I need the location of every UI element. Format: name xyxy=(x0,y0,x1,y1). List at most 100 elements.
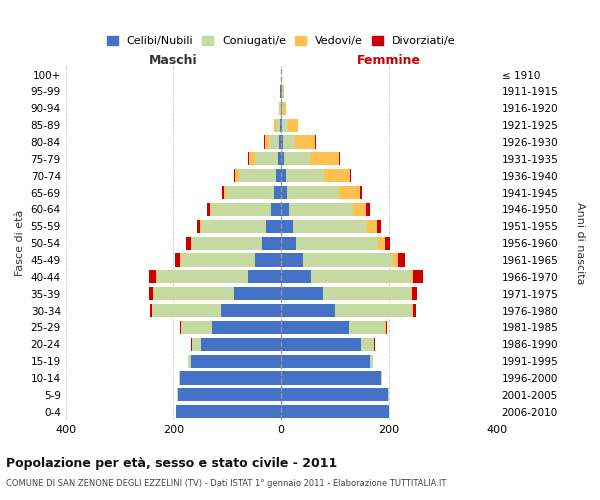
Bar xyxy=(281,338,361,351)
Bar xyxy=(192,236,262,250)
Bar xyxy=(385,236,390,250)
Bar xyxy=(278,152,281,166)
Bar xyxy=(187,236,191,250)
Bar xyxy=(176,405,281,418)
Bar xyxy=(388,388,389,402)
Bar xyxy=(283,85,284,98)
Bar xyxy=(281,321,349,334)
Bar xyxy=(353,203,367,216)
Bar xyxy=(393,254,398,266)
Bar xyxy=(224,186,226,199)
Bar xyxy=(280,118,281,132)
Bar xyxy=(280,102,281,115)
Bar xyxy=(361,338,374,351)
Text: COMUNE DI SAN ZENONE DEGLI EZZELINI (TV) - Dati ISTAT 1° gennaio 2011 - Elaboraz: COMUNE DI SAN ZENONE DEGLI EZZELINI (TV)… xyxy=(6,479,446,488)
Bar xyxy=(413,270,423,283)
Bar xyxy=(325,169,350,182)
Bar xyxy=(202,338,281,351)
Bar xyxy=(281,136,283,148)
Bar xyxy=(178,388,281,402)
Bar xyxy=(276,118,280,132)
Bar xyxy=(281,254,303,266)
Bar xyxy=(191,236,192,250)
Bar xyxy=(188,354,191,368)
Bar xyxy=(210,203,211,216)
Bar xyxy=(208,203,210,216)
Bar xyxy=(179,372,180,384)
Bar xyxy=(340,186,360,199)
Bar xyxy=(154,287,234,300)
Bar xyxy=(296,236,378,250)
Bar xyxy=(149,270,156,283)
Bar xyxy=(249,152,256,166)
Bar xyxy=(282,102,283,115)
Bar xyxy=(282,118,287,132)
Bar xyxy=(265,136,269,148)
Bar xyxy=(311,270,410,283)
Bar xyxy=(367,203,370,216)
Bar xyxy=(150,304,152,317)
Bar xyxy=(202,220,266,233)
Bar xyxy=(350,169,351,182)
Bar xyxy=(281,220,293,233)
Bar xyxy=(410,270,413,283)
Bar xyxy=(269,136,279,148)
Bar xyxy=(370,354,373,368)
Text: Maschi: Maschi xyxy=(149,54,198,67)
Bar xyxy=(200,220,202,233)
Bar xyxy=(303,254,393,266)
Y-axis label: Anni di nascita: Anni di nascita xyxy=(575,202,585,284)
Bar xyxy=(377,220,382,233)
Bar xyxy=(310,152,340,166)
Bar xyxy=(281,85,282,98)
Bar xyxy=(180,254,181,266)
Bar xyxy=(223,186,224,199)
Bar xyxy=(176,388,178,402)
Bar xyxy=(281,186,287,199)
Bar xyxy=(221,304,281,317)
Bar xyxy=(266,220,281,233)
Text: Femmine: Femmine xyxy=(357,54,421,67)
Bar xyxy=(212,321,281,334)
Y-axis label: Fasce di età: Fasce di età xyxy=(15,210,25,276)
Bar xyxy=(279,136,281,148)
Bar xyxy=(281,304,335,317)
Bar xyxy=(248,270,281,283)
Bar xyxy=(281,405,389,418)
Bar xyxy=(381,372,382,384)
Bar xyxy=(157,270,248,283)
Bar xyxy=(274,186,281,199)
Bar xyxy=(323,287,410,300)
Bar xyxy=(410,287,412,300)
Bar xyxy=(191,354,281,368)
Bar xyxy=(360,186,362,199)
Bar xyxy=(180,321,181,334)
Bar xyxy=(239,169,276,182)
Bar xyxy=(286,169,325,182)
Bar xyxy=(175,254,180,266)
Bar xyxy=(281,372,381,384)
Bar xyxy=(281,354,370,368)
Bar xyxy=(181,321,212,334)
Bar xyxy=(413,304,416,317)
Bar xyxy=(235,169,239,182)
Bar xyxy=(281,152,284,166)
Bar xyxy=(349,321,385,334)
Bar xyxy=(283,136,295,148)
Bar xyxy=(276,169,281,182)
Bar xyxy=(378,236,385,250)
Bar xyxy=(149,287,154,300)
Bar xyxy=(271,203,281,216)
Bar xyxy=(156,270,157,283)
Bar xyxy=(281,118,282,132)
Bar xyxy=(335,304,412,317)
Bar xyxy=(211,203,271,216)
Bar xyxy=(281,287,323,300)
Bar xyxy=(280,85,281,98)
Bar xyxy=(287,186,340,199)
Bar xyxy=(386,321,387,334)
Bar xyxy=(192,338,202,351)
Bar xyxy=(180,372,281,384)
Bar xyxy=(281,388,388,402)
Bar xyxy=(412,287,417,300)
